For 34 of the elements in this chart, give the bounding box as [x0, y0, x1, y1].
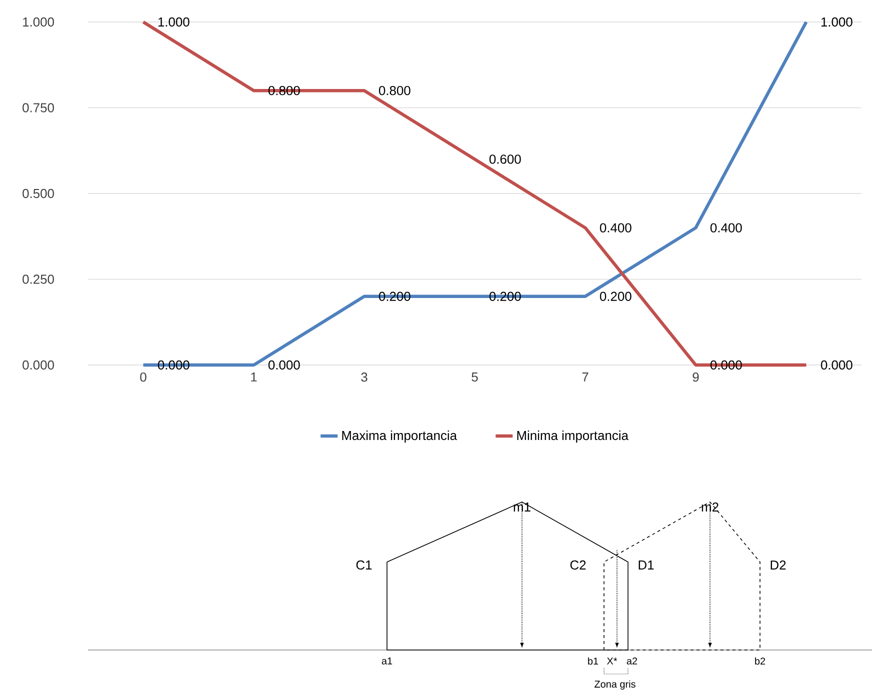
data-label: 0.000	[268, 360, 300, 370]
legend-label: Maxima importancia	[342, 430, 458, 443]
text: b2	[755, 657, 766, 665]
text: D1	[638, 560, 654, 570]
y-tick-label: 0.250	[22, 274, 54, 284]
x-tick-label: 3	[361, 372, 368, 382]
x-tick-label: 9	[692, 372, 699, 382]
data-label: 0.400	[600, 223, 632, 232]
data-label: 0.200	[600, 292, 632, 301]
y-tick-label: 0.500	[22, 188, 54, 198]
x-tick-label: 1	[251, 372, 257, 382]
data-label: 1.000	[821, 17, 852, 27]
data-label: 0.800	[378, 86, 410, 96]
legend-label: Minima importancia	[517, 430, 628, 443]
x-tick-label: 0	[140, 372, 146, 382]
y-tick-label: 1.000	[23, 17, 54, 27]
x-tick-label: 7	[582, 372, 588, 382]
data-label: 0.400	[710, 223, 742, 232]
text: Zona gris	[594, 680, 636, 690]
text: m2	[702, 502, 718, 512]
text: C1	[356, 560, 372, 570]
text: a2	[626, 657, 638, 665]
x-tick-label: 5	[472, 372, 478, 382]
text: X*	[606, 658, 618, 664]
text: a1	[382, 658, 392, 664]
text: D2	[770, 560, 786, 570]
text: C2	[570, 560, 586, 570]
y-tick-label: 0.750	[22, 103, 54, 112]
y-tick-label: 0.000	[22, 360, 54, 370]
text: b1	[588, 657, 598, 665]
data-label: 1.000	[158, 17, 190, 27]
text: m1	[514, 502, 530, 512]
data-label: 0.000	[820, 360, 852, 370]
data-label: 0.600	[489, 154, 521, 164]
